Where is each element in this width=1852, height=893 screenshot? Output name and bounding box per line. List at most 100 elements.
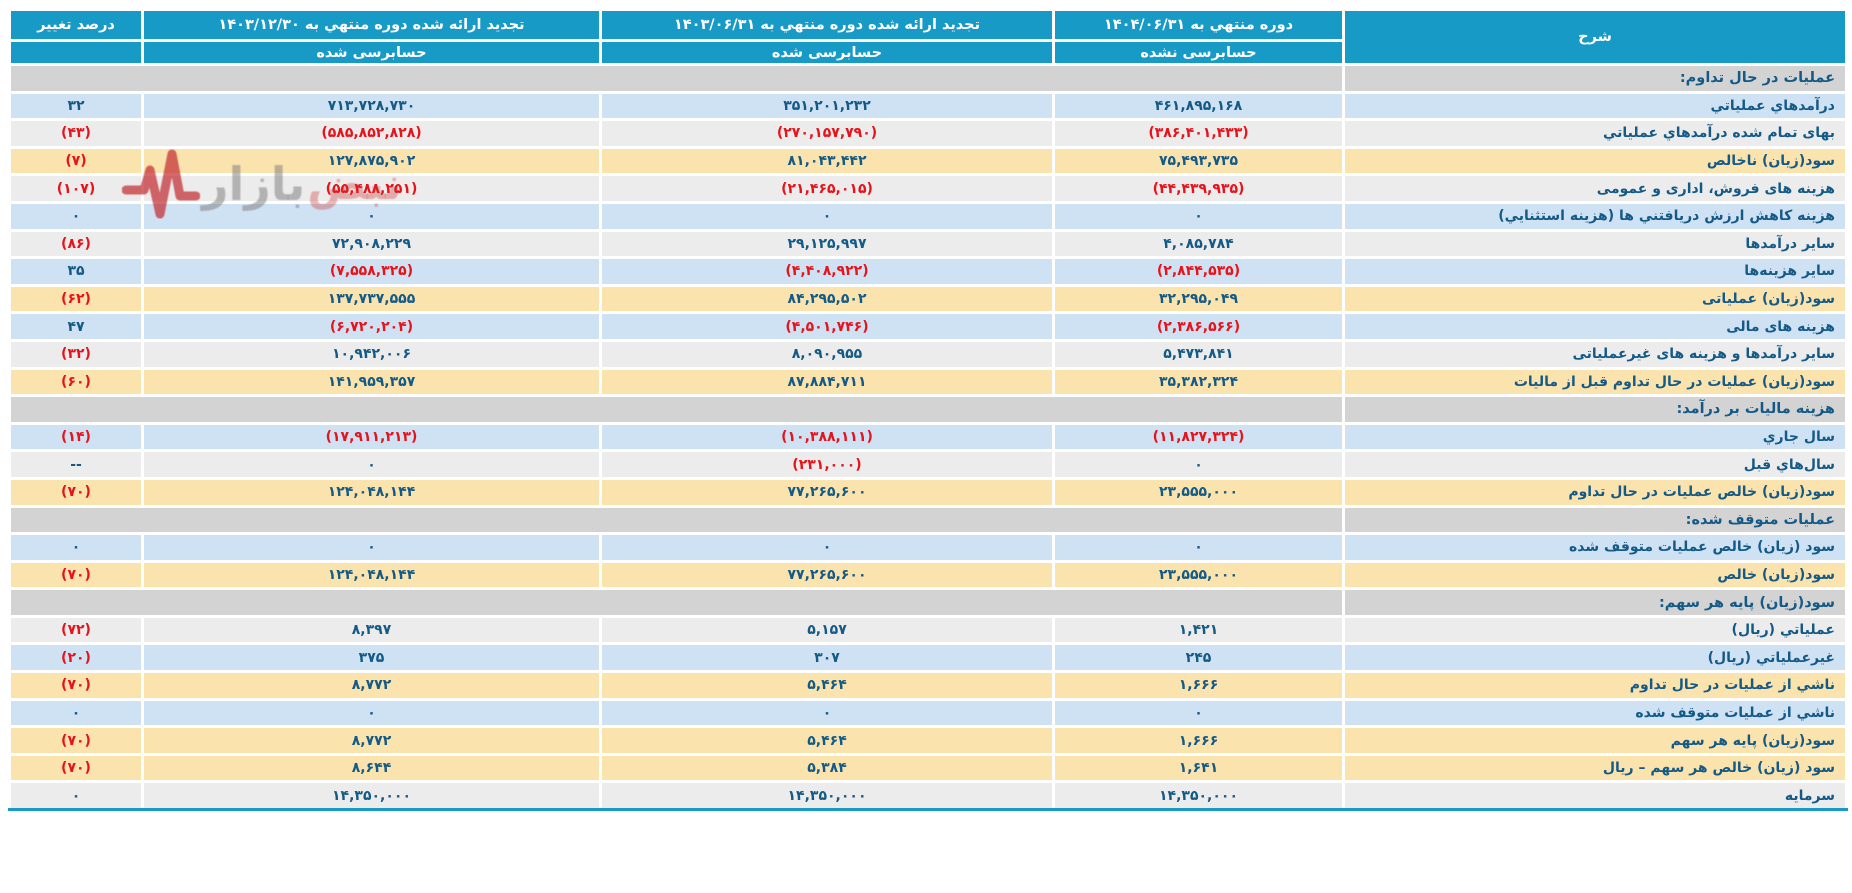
value-prior-period: (۴,۴۰۸,۹۲۲): [599, 256, 1055, 287]
value-prior-year: ۱۴,۳۵۰,۰۰۰: [141, 780, 602, 812]
table-row: هزینه های فروش، اداری و عمومی (۴۴,۴۳۹,۹۳…: [8, 173, 1848, 204]
value-prior-year: ۰: [141, 697, 602, 729]
value-current-period: ۳۲,۲۹۵,۰۴۹: [1052, 283, 1345, 315]
value-current-period: (۲,۸۴۴,۵۳۵): [1052, 256, 1345, 287]
percent-change-value: ۰: [8, 200, 144, 232]
section-band: [8, 394, 1345, 425]
percent-change-value: (۷۰): [8, 752, 144, 784]
value-prior-period: ۰: [599, 697, 1055, 729]
table-row: سایر درآمدها و هزینه های غیرعملیاتی ۵,۴۷…: [8, 338, 1848, 370]
section-row: سود(زیان) پایه هر سهم:: [8, 587, 1848, 618]
header-current-audit-status: حسابرسی نشده: [1052, 39, 1345, 66]
value-current-period: ۰: [1052, 200, 1345, 232]
value-prior-year: (۶,۷۲۰,۲۰۴): [141, 311, 602, 342]
percent-change-value: (۷۰): [8, 559, 144, 591]
header-prior-year: تجدید ارائه شده دوره منتهي به ۱۴۰۳/۱۲/۳۰: [141, 8, 602, 42]
value-prior-year: (۷,۵۵۸,۳۲۵): [141, 256, 602, 287]
value-prior-year: (۱۷,۹۱۱,۲۱۳): [141, 421, 602, 453]
value-current-period: ۰: [1052, 449, 1345, 480]
table-row: سایر درآمدها ۴,۰۸۵,۷۸۴ ۲۹,۱۲۵,۹۹۷ ۷۲,۹۰۸…: [8, 228, 1848, 260]
percent-change-value: (۲۰): [8, 642, 144, 674]
table-row: سود (زیان) خالص عملیات متوقف شده ۰ ۰ ۰ ۰: [8, 532, 1848, 563]
percent-change-value: (۳۲): [8, 338, 144, 370]
financial-statement: شرح دوره منتهي به ۱۴۰۴/۰۶/۳۱ تجدید ارائه…: [8, 8, 1848, 812]
row-label: سایر درآمدها: [1342, 228, 1848, 260]
value-prior-year: ۳۷۵: [141, 642, 602, 674]
header-prior-period-audit-status: حسابرسی شده: [599, 39, 1055, 66]
value-current-period: (۱۱,۸۲۷,۳۲۴): [1052, 421, 1345, 453]
table-row: بهای تمام شده درآمدهاي عملیاتي (۳۸۶,۴۰۱,…: [8, 118, 1848, 149]
value-current-period: ۲۳,۵۵۵,۰۰۰: [1052, 476, 1345, 508]
percent-change-value: (۱۰۷): [8, 173, 144, 204]
value-current-period: ۷۵,۴۹۳,۷۳۵: [1052, 145, 1345, 177]
value-prior-year: ۰: [141, 449, 602, 480]
percent-change-value: ۰: [8, 780, 144, 812]
value-prior-year: ۸,۳۹۷: [141, 614, 602, 646]
value-current-period: ۱۴,۳۵۰,۰۰۰: [1052, 780, 1345, 812]
percent-change-value: (۴۳): [8, 118, 144, 149]
header-prior-period: تجدید ارائه شده دوره منتهي به ۱۴۰۳/۰۶/۳۱: [599, 8, 1055, 42]
row-label: ناشي از عملیات در حال تداوم: [1342, 670, 1848, 701]
percent-change-value: ۳۵: [8, 256, 144, 287]
section-label: هزینه مالیات بر درآمد:: [1342, 394, 1848, 425]
header-description: شرح: [1342, 8, 1848, 66]
percent-change-value: ۰: [8, 697, 144, 729]
row-label: سود(زیان) عملیات در حال تداوم قبل از مال…: [1342, 366, 1848, 398]
value-prior-period: ۰: [599, 200, 1055, 232]
percent-change-value: (۷۲): [8, 614, 144, 646]
value-current-period: ۰: [1052, 532, 1345, 563]
percent-change-value: (۸۶): [8, 228, 144, 260]
row-label: سرمایه: [1342, 780, 1848, 812]
value-prior-period: ۸۷,۸۸۴,۷۱۱: [599, 366, 1055, 398]
value-prior-period: ۰: [599, 532, 1055, 563]
value-prior-period: ۸۱,۰۴۳,۴۴۲: [599, 145, 1055, 177]
row-label: سال‌هاي قبل: [1342, 449, 1848, 480]
table-row: سود(زیان) خالص ۲۳,۵۵۵,۰۰۰ ۷۷,۲۶۵,۶۰۰ ۱۲۴…: [8, 559, 1848, 591]
value-prior-period: ۸۴,۲۹۵,۵۰۲: [599, 283, 1055, 315]
row-label: سال جاري: [1342, 421, 1848, 453]
value-prior-period: ۷۷,۲۶۵,۶۰۰: [599, 559, 1055, 591]
value-prior-year: ۸,۶۴۴: [141, 752, 602, 784]
value-current-period: (۳۸۶,۴۰۱,۴۳۳): [1052, 118, 1345, 149]
table-row: سود(زیان) عملیاتی ۳۲,۲۹۵,۰۴۹ ۸۴,۲۹۵,۵۰۲ …: [8, 283, 1848, 315]
value-prior-year: ۷۲,۹۰۸,۲۲۹: [141, 228, 602, 260]
value-prior-period: ۳۰۷: [599, 642, 1055, 674]
value-prior-period: ۵,۴۶۴: [599, 725, 1055, 756]
value-prior-period: (۲۳۱,۰۰۰): [599, 449, 1055, 480]
percent-change-value: (۷۰): [8, 670, 144, 701]
value-prior-period: ۲۹,۱۲۵,۹۹۷: [599, 228, 1055, 260]
row-label: درآمدهاي عملیاتي: [1342, 90, 1848, 122]
row-label: سود(زیان) پایه هر سهم: [1342, 725, 1848, 756]
table-row: هزینه کاهش ارزش دریافتني ها (هزینه استثن…: [8, 200, 1848, 232]
table-row: سود (زیان) خالص هر سهم – ریال ۱,۶۴۱ ۵,۳۸…: [8, 752, 1848, 784]
row-label: عملیاتي (ریال): [1342, 614, 1848, 646]
table-row: سال جاري (۱۱,۸۲۷,۳۲۴) (۱۰,۳۸۸,۱۱۱) (۱۷,۹…: [8, 421, 1848, 453]
row-label: هزینه های مالی: [1342, 311, 1848, 342]
row-label: ناشي از عملیات متوقف شده: [1342, 697, 1848, 729]
header-prior-year-audit-status: حسابرسی شده: [141, 39, 602, 66]
value-current-period: ۴۶۱,۸۹۵,۱۶۸: [1052, 90, 1345, 122]
row-label: سود (زیان) خالص هر سهم – ریال: [1342, 752, 1848, 784]
value-prior-year: (۵۸۵,۸۵۲,۸۲۸): [141, 118, 602, 149]
value-prior-year: ۱۲۷,۸۷۵,۹۰۲: [141, 145, 602, 177]
value-prior-year: ۰: [141, 200, 602, 232]
table-row: سود(زیان) پایه هر سهم ۱,۶۶۶ ۵,۴۶۴ ۸,۷۷۲ …: [8, 725, 1848, 756]
row-label: سایر هزینه‌ها: [1342, 256, 1848, 287]
value-current-period: ۱,۶۶۶: [1052, 670, 1345, 701]
section-row: هزینه مالیات بر درآمد:: [8, 394, 1848, 425]
row-label: سود(زیان) خالص: [1342, 559, 1848, 591]
row-label: سود(زیان) خالص عملیات در حال تداوم: [1342, 476, 1848, 508]
value-prior-year: ۱۰,۹۴۲,۰۰۶: [141, 338, 602, 370]
table-row: ناشي از عملیات در حال تداوم ۱,۶۶۶ ۵,۴۶۴ …: [8, 670, 1848, 701]
row-label: سود(زیان) ناخالص: [1342, 145, 1848, 177]
table-row: غیرعملیاتي (ریال) ۲۴۵ ۳۰۷ ۳۷۵ (۲۰): [8, 642, 1848, 674]
value-current-period: ۲۳,۵۵۵,۰۰۰: [1052, 559, 1345, 591]
value-prior-period: ۵,۳۸۴: [599, 752, 1055, 784]
value-current-period: ۱,۶۴۱: [1052, 752, 1345, 784]
row-label: غیرعملیاتي (ریال): [1342, 642, 1848, 674]
percent-change-value: (۷): [8, 145, 144, 177]
value-current-period: (۴۴,۴۳۹,۹۳۵): [1052, 173, 1345, 204]
table-row: ناشي از عملیات متوقف شده ۰ ۰ ۰ ۰: [8, 697, 1848, 729]
value-current-period: (۲,۳۸۶,۵۶۶): [1052, 311, 1345, 342]
percent-change-value: (۶۲): [8, 283, 144, 315]
